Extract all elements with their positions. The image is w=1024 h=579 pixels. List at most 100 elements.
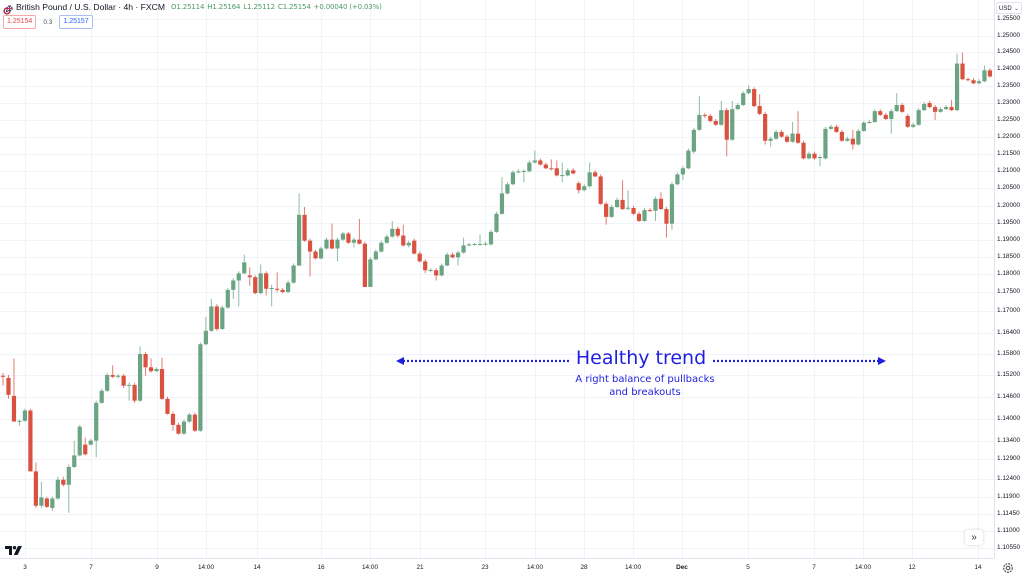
candle-down <box>883 112 888 120</box>
candle-up <box>318 246 324 260</box>
time-axis[interactable]: 3 7 9 14:00 14 16 14:00 21 23 14:00 28 14:00 Dec 5 7 14… <box>0 558 994 575</box>
time-axis-label: 5 <box>746 564 750 571</box>
candle-body <box>214 306 219 329</box>
time-axis-label: 7 <box>89 564 93 571</box>
candle-up <box>187 412 192 423</box>
sell-price-button[interactable]: 1.25154 <box>3 15 37 29</box>
candle-body <box>401 235 406 246</box>
candle-down <box>165 396 170 415</box>
candle-body <box>44 498 49 507</box>
candle-up <box>943 105 949 111</box>
candle-body <box>664 209 669 224</box>
candle-up <box>225 288 230 309</box>
candle-down <box>987 68 993 78</box>
candle-up <box>806 151 812 160</box>
candle-body <box>883 114 888 119</box>
candle-down <box>148 358 154 373</box>
candle-body <box>88 440 93 445</box>
candles <box>0 52 993 513</box>
candle-up <box>154 367 159 372</box>
candle-up <box>291 263 296 284</box>
price-axis[interactable]: USD ⌄ 1.25500 1.25000 1.24500 1.24000 1.2350… <box>994 0 1024 558</box>
candle-down <box>965 77 971 82</box>
tradingview-logo-icon[interactable] <box>5 543 23 555</box>
candle-up <box>296 193 302 267</box>
candle-body <box>675 174 680 185</box>
candle-body <box>357 239 362 244</box>
candle-down <box>631 206 636 215</box>
candle-body <box>784 136 790 142</box>
candle-body <box>33 471 38 506</box>
candle-up <box>269 284 274 307</box>
annotation-title[interactable]: Healthy trend <box>575 347 707 369</box>
settings-gear-icon[interactable] <box>1002 561 1014 573</box>
candle-body <box>445 254 450 266</box>
candle-up <box>384 234 389 244</box>
time-axis-label: 16 <box>317 564 325 571</box>
candle-body <box>856 130 861 145</box>
scroll-to-realtime-button[interactable]: » <box>965 530 983 545</box>
candle-down <box>960 52 965 81</box>
candle-down <box>549 159 554 171</box>
annotation-subtitle[interactable]: A right balance of pullbacks and breakou… <box>545 374 745 399</box>
candle-up <box>39 481 44 508</box>
candle-up <box>94 400 99 458</box>
candle-body <box>960 63 965 80</box>
candle-body <box>384 236 389 243</box>
candle-body <box>878 111 883 115</box>
candle-up <box>823 126 828 160</box>
price-axis-label: 1.24000 <box>997 65 1021 72</box>
candle-body <box>609 207 614 217</box>
price-axis-label: 1.21000 <box>997 167 1021 174</box>
candle-body <box>768 138 773 141</box>
candle-body <box>324 239 329 249</box>
candle-up <box>483 241 488 246</box>
price-axis-label: 1.23500 <box>997 82 1021 89</box>
price-axis-label: 1.13400 <box>997 437 1021 444</box>
healthy-trend-arrow[interactable] <box>396 357 886 365</box>
candle-down <box>247 267 252 286</box>
symbol-title[interactable]: British Pound / U.S. Dollar · 4h · FXCM <box>16 2 166 12</box>
candle-down <box>927 100 932 109</box>
price-axis-label: 1.24500 <box>997 48 1021 55</box>
candle-body <box>39 497 44 506</box>
price-axis-label: 1.18000 <box>997 270 1021 277</box>
price-axis-label: 1.25000 <box>997 32 1021 39</box>
candle-up <box>181 419 187 435</box>
candle-up <box>889 109 894 134</box>
chart-pane[interactable]: British Pound / U.S. Dollar · 4h · FXCM … <box>0 0 994 558</box>
candle-up <box>872 109 877 123</box>
candlestick-chart[interactable] <box>0 0 994 558</box>
candle-body <box>516 171 521 173</box>
time-axis-label: 7 <box>812 564 816 571</box>
price-axis-label: 1.10550 <box>997 544 1021 551</box>
candle-body <box>258 273 263 294</box>
currency-select[interactable]: USD ⌄ <box>996 2 1022 14</box>
candle-body <box>774 131 779 139</box>
candle-down <box>795 111 801 144</box>
candle-up <box>697 96 702 131</box>
chevron-down-icon: ⌄ <box>1013 6 1019 12</box>
price-axis-label: 1.12900 <box>997 455 1021 462</box>
candle-body <box>296 214 302 266</box>
price-axis-label: 1.20000 <box>997 202 1021 209</box>
candle-down <box>110 365 115 378</box>
candle-up <box>768 136 773 147</box>
candle-down <box>784 134 790 143</box>
candle-up <box>22 408 28 422</box>
candle-body <box>636 213 642 221</box>
candle-body <box>116 375 121 377</box>
candle-down <box>708 113 713 123</box>
price-axis-label: 1.20500 <box>997 184 1021 191</box>
candle-body <box>911 124 916 127</box>
candle-up <box>856 128 861 146</box>
candle-down <box>313 249 318 260</box>
price-axis-label: 1.12400 <box>997 475 1021 482</box>
buy-price-button[interactable]: 1.25157 <box>59 15 93 29</box>
candle-down <box>417 251 422 263</box>
candle-down <box>905 113 910 128</box>
candle-body <box>488 231 494 245</box>
candle-body <box>763 113 768 141</box>
candle-up <box>17 419 22 426</box>
candle-body <box>6 377 11 395</box>
